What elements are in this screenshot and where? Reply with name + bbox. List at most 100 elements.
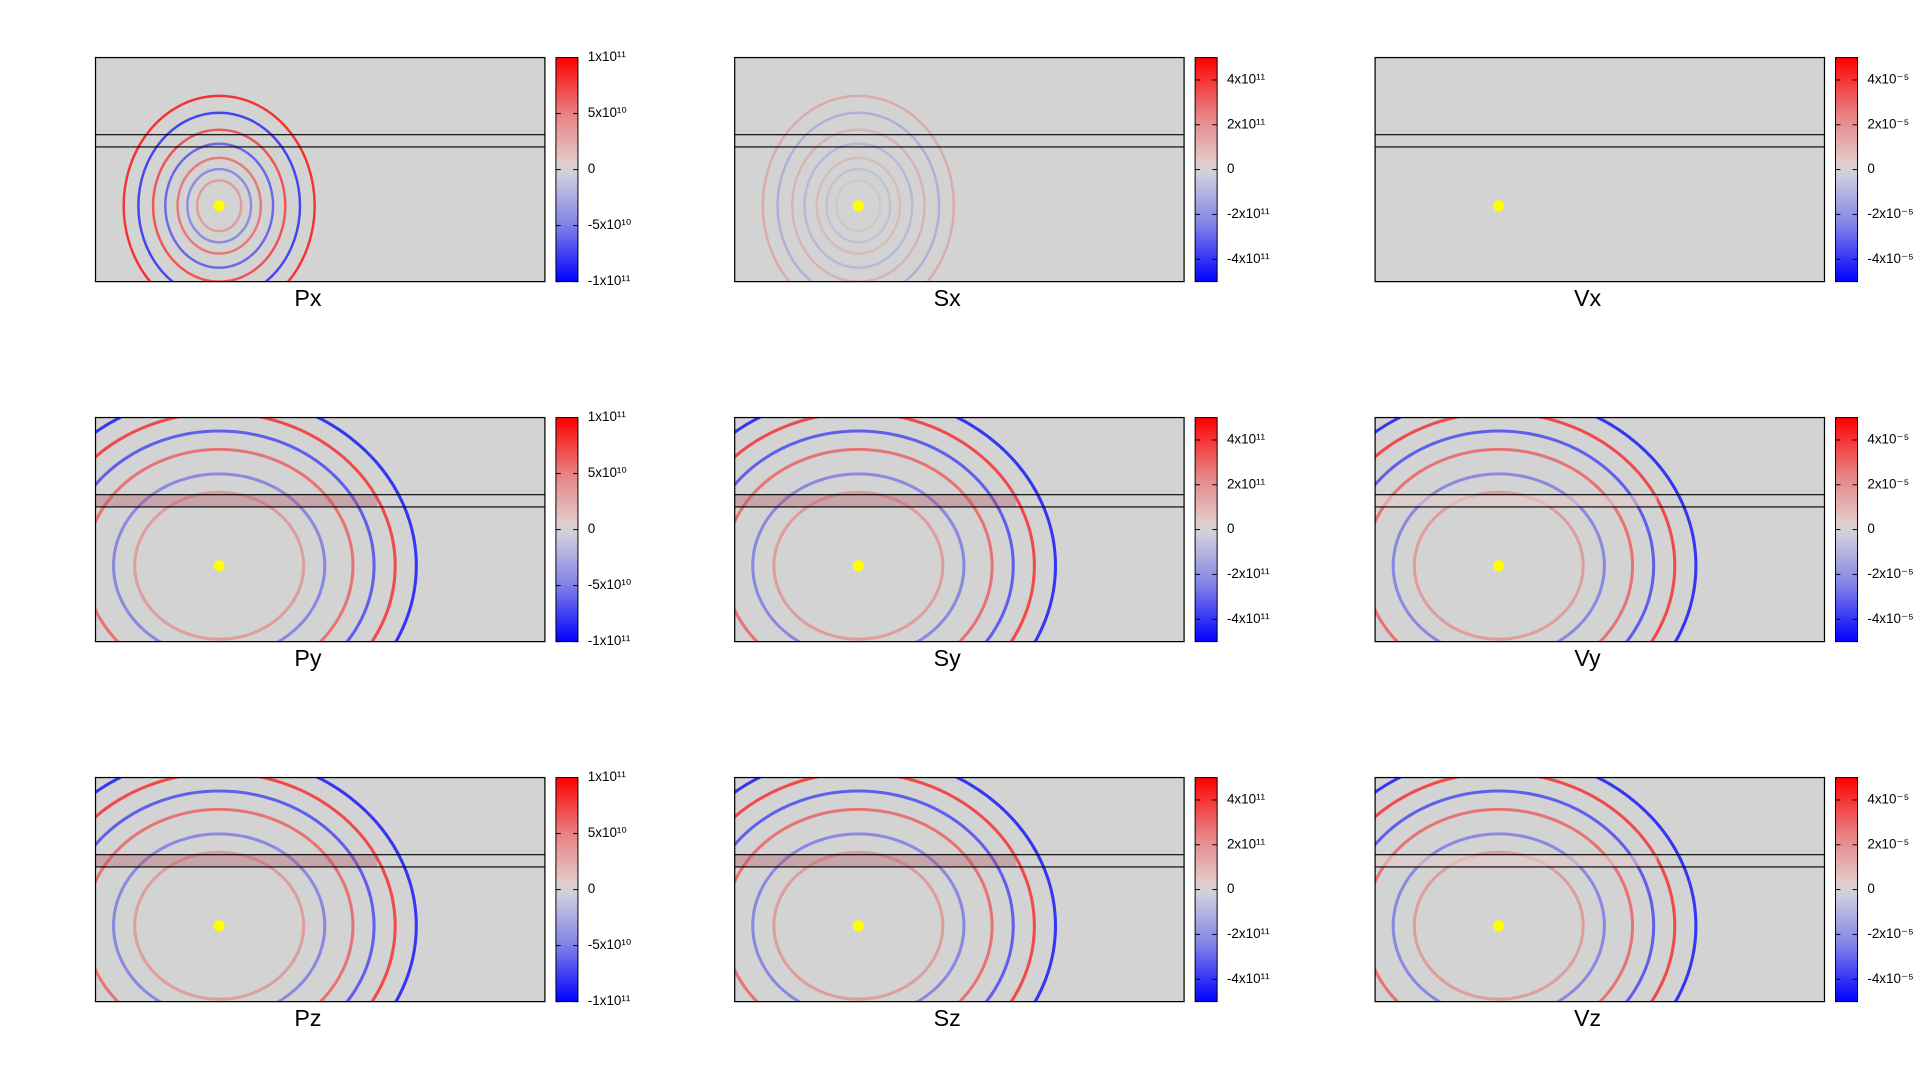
wave-front [791,128,926,282]
wave-front [825,167,892,244]
wavefield [95,417,418,642]
wave-front [1375,777,1677,1002]
colorbar-tick-label: -1x10¹¹ [588,633,631,648]
colorbar-tick-label: 5x10¹⁰ [588,105,627,120]
wave-front [803,142,914,269]
wave-front [137,111,302,282]
plot-background [734,777,1185,1002]
source [1493,200,1505,212]
plot-frame [734,56,1185,283]
plot-background [1375,417,1825,642]
panel: Py 1x10¹¹ 5x10¹⁰ 0 -5x10¹⁰ -1x10¹¹ [94,409,631,671]
wave-front [1391,832,1606,1002]
plot-frame [1374,56,1826,283]
source [213,560,225,572]
wave-front [176,156,263,255]
colorbar-tick-label: -4x10⁻⁵ [1867,611,1913,626]
wave-front [734,777,1057,1002]
wave-front [95,447,355,642]
wave-front [1375,417,1698,642]
colorbar-tick-label: 0 [1227,881,1234,896]
panel-title: Sz [934,1005,961,1031]
wave-front [1391,472,1606,642]
panel: Vz 4x10⁻⁵ 2x10⁻⁵ 0 -2x10⁻⁵ -4x10⁻⁵ [1374,776,1914,1031]
wavefield [1375,777,1698,1002]
wave-front [95,807,355,1002]
wave-front [815,156,902,255]
colorbar-tick-label: 5x10¹⁰ [588,825,627,840]
wave-front [95,777,418,1002]
wavefield [122,94,316,282]
colorbar-tick-label: -4x10¹¹ [1227,971,1270,986]
interface-band [95,494,378,507]
wave-front [95,429,376,642]
panel: Vx 4x10⁻⁵ 2x10⁻⁵ 0 -2x10⁻⁵ -4x10⁻⁵ [1374,56,1914,311]
panel-title: Pz [294,1005,321,1031]
wave-front [734,417,1036,642]
panel: Px 1x10¹¹ 5x10¹⁰ 0 -5x10¹⁰ -1x10¹¹ [94,49,632,311]
plot-frame [1374,416,1826,643]
colorbar-tick-label: 0 [1227,161,1234,176]
colorbar-tick-label: 4x10⁻⁵ [1867,432,1909,447]
plot-frame [734,776,1185,1003]
wavefield [95,777,418,1002]
wavefield [1493,200,1505,212]
plot-background [1375,777,1825,1002]
panel-title: Sx [934,285,962,311]
panel-title: Vx [1574,285,1602,311]
colorbar-tick-label: -2x10⁻⁵ [1867,926,1913,941]
plot-frame [94,56,546,283]
colorbar-tick-label: -2x10⁻⁵ [1867,206,1913,221]
wave-front [1375,429,1656,642]
plot-background [734,417,1185,642]
colorbar-tick-label: 0 [588,161,595,176]
panel-title: Vy [1574,645,1601,671]
colorbar-tick-label: 4x10¹¹ [1227,792,1266,807]
panel-title: Px [294,285,322,311]
panel-title: Py [294,645,322,671]
plot-background [95,57,545,282]
panel: Sy 4x10¹¹ 2x10¹¹ 0 -2x10¹¹ -4x10¹¹ [734,416,1270,671]
wave-front [1412,850,1585,1001]
interface-band [1375,854,1657,867]
colorbar-tick-label: -5x10¹⁰ [588,937,632,952]
colorbar-tick-label: 0 [1227,521,1234,536]
source [852,560,864,572]
colorbar-tick-label: 2x10⁻⁵ [1867,116,1909,131]
colorbar-tick-label: -2x10¹¹ [1227,926,1270,941]
wave-front [95,417,418,642]
wave-front [122,94,316,282]
plot-frame [1374,776,1826,1003]
source [1493,560,1505,572]
wave-front [95,789,376,1002]
source [213,920,225,932]
colorbar-tick-label: 4x10⁻⁵ [1867,72,1909,87]
colorbar-tick-label: -1x10¹¹ [588,273,631,288]
wave-front [95,417,397,642]
interface-band [734,854,1017,867]
colorbar-tick-label: -4x10¹¹ [1227,611,1270,626]
colorbar-tick-label: 1x10¹¹ [588,409,627,424]
colorbar-tick-label: -5x10¹⁰ [588,217,632,232]
wave-front [734,447,994,642]
colorbar-tick-label: 5x10¹⁰ [588,465,627,480]
wave-front [112,832,327,1002]
colorbar-tick-label: 0 [1867,521,1874,536]
wavefield [734,777,1057,1002]
wave-front [195,179,243,233]
wave-front [835,179,882,233]
panel-title: Sy [934,645,962,671]
panel: Sz 4x10¹¹ 2x10¹¹ 0 -2x10¹¹ -4x10¹¹ [734,776,1270,1031]
wavefield [761,94,956,282]
wave-front [112,472,327,642]
wave-front [734,777,1036,1002]
wave-front [133,850,306,1001]
colorbar-tick-label: -4x10⁻⁵ [1867,251,1913,266]
source [1493,920,1505,932]
wave-front [734,789,1015,1002]
wave-front [1375,447,1635,642]
colorbar-tick-label: -4x10¹¹ [1227,251,1270,266]
colorbar-tick-label: -2x10¹¹ [1227,206,1270,221]
wave-front [1412,490,1585,641]
